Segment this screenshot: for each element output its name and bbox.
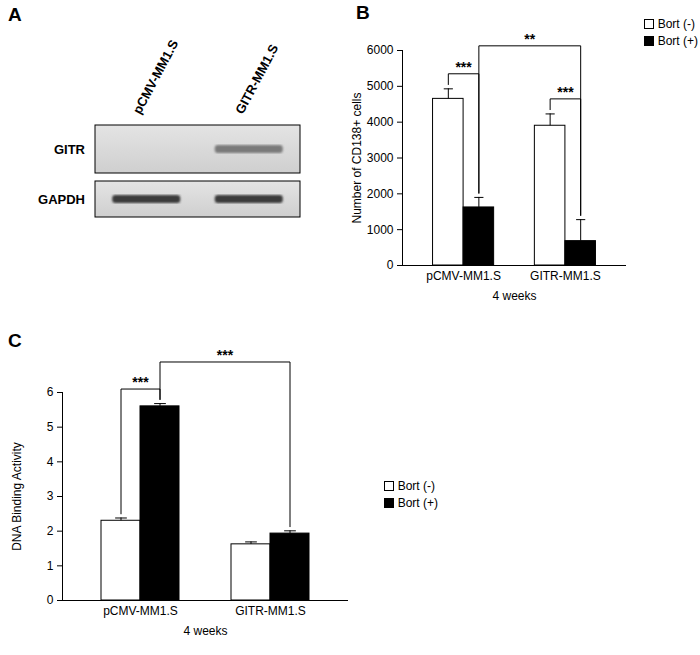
html-text:Bort (+): Bort (+) <box>657 34 698 48</box>
svg-text:DNA Binding Activity: DNA Binding Activity <box>10 442 24 551</box>
svg-text:5: 5 <box>47 420 54 434</box>
html-text:Bort (-): Bort (-) <box>657 17 695 31</box>
svg-text:***: *** <box>217 347 234 363</box>
svg-text:3: 3 <box>47 489 54 503</box>
svg-text:**: ** <box>524 31 535 47</box>
svg-text:2: 2 <box>47 524 54 538</box>
svg-text:3000: 3000 <box>367 151 394 165</box>
svg-text:pCMV-MM1.S: pCMV-MM1.S <box>103 604 178 618</box>
svg-text:***: *** <box>132 374 149 390</box>
html-text:C: C <box>8 330 22 351</box>
svg-text:4 weeks: 4 weeks <box>183 624 227 638</box>
html-text:B: B <box>356 2 370 23</box>
svg-text:pCMV-MM1.S: pCMV-MM1.S <box>130 37 182 116</box>
svg-text:0: 0 <box>387 258 394 272</box>
svg-text:Number of CD138+ cells: Number of CD138+ cells <box>350 92 364 223</box>
svg-text:GAPDH: GAPDH <box>38 192 85 207</box>
svg-text:4000: 4000 <box>367 115 394 129</box>
svg-text:2000: 2000 <box>367 187 394 201</box>
svg-text:4 weeks: 4 weeks <box>492 289 536 303</box>
svg-text:***: *** <box>455 59 472 75</box>
html-text:Bort (-): Bort (-) <box>397 479 435 493</box>
svg-text:GITR: GITR <box>54 142 86 157</box>
svg-text:5000: 5000 <box>367 79 394 93</box>
svg-text:1000: 1000 <box>367 223 394 237</box>
svg-text:GITR-MM1.S: GITR-MM1.S <box>232 41 281 116</box>
svg-text:6000: 6000 <box>367 43 394 57</box>
svg-text:pCMV-MM1.S: pCMV-MM1.S <box>426 269 501 283</box>
svg-text:GITR-MM1.S: GITR-MM1.S <box>530 269 601 283</box>
html-text:Bort (+): Bort (+) <box>397 496 438 510</box>
svg-text:1: 1 <box>47 559 54 573</box>
svg-text:***: *** <box>557 84 574 100</box>
html-text:A: A <box>8 4 22 25</box>
svg-text:0: 0 <box>47 593 54 607</box>
svg-text:6: 6 <box>47 385 54 399</box>
svg-text:GITR-MM1.S: GITR-MM1.S <box>235 604 306 618</box>
svg-text:4: 4 <box>47 455 54 469</box>
